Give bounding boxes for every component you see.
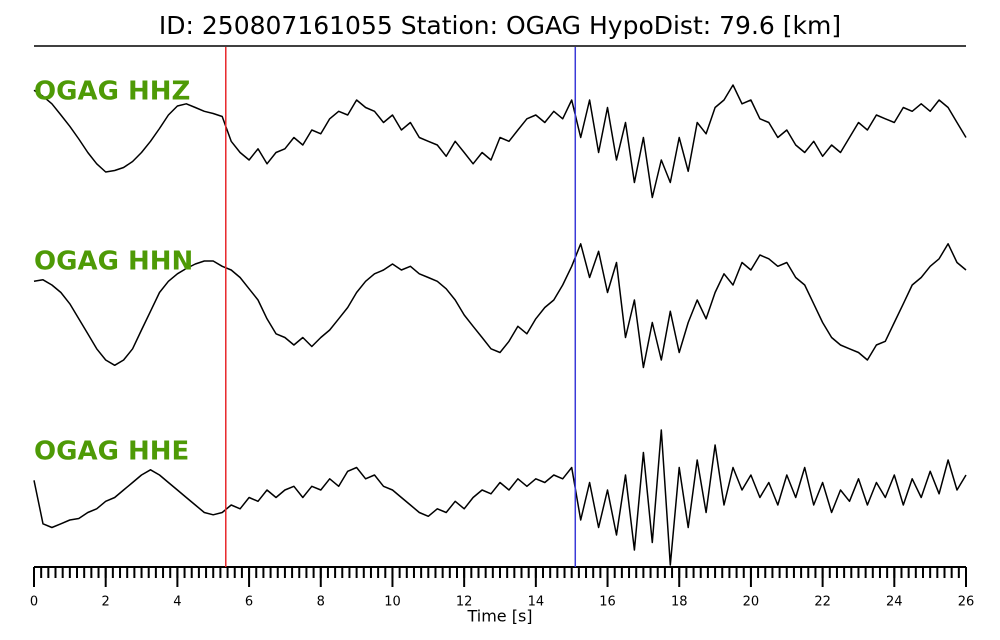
x-tick-label: 16 — [599, 595, 616, 610]
x-tick-label: 0 — [30, 595, 38, 610]
x-tick-label: 4 — [173, 595, 181, 610]
x-tick-label: 26 — [958, 595, 975, 610]
trace — [33, 243, 967, 369]
x-tick-label: 24 — [886, 595, 903, 610]
trace — [33, 429, 967, 566]
x-axis-label: Time [s] — [466, 607, 532, 626]
chart-title: ID: 250807161055 Station: OGAG HypoDist:… — [159, 11, 841, 40]
x-tick-label: 18 — [671, 595, 688, 610]
x-tick-label: 8 — [317, 595, 325, 610]
x-tick-label: 10 — [384, 595, 401, 610]
trace-label: OGAG HHE — [34, 437, 189, 467]
x-tick-label: 12 — [456, 595, 473, 610]
trace-label: OGAG HHZ — [34, 77, 190, 107]
x-tick-label: 20 — [743, 595, 760, 610]
trace — [33, 84, 967, 199]
trace-label: OGAG HHN — [34, 247, 193, 277]
x-tick-label: 6 — [245, 595, 253, 610]
x-tick-label: 22 — [814, 595, 831, 610]
x-tick-label: 2 — [102, 595, 110, 610]
x-tick-label: 14 — [528, 595, 545, 610]
